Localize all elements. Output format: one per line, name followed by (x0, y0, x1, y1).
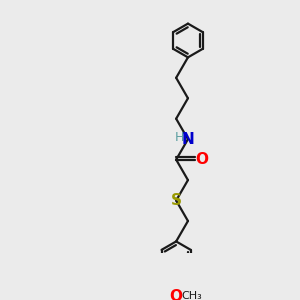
Text: O: O (169, 289, 183, 300)
Text: H: H (175, 131, 184, 144)
Text: O: O (195, 152, 208, 167)
Text: CH₃: CH₃ (181, 291, 202, 300)
Text: N: N (182, 132, 194, 147)
Text: S: S (171, 193, 182, 208)
